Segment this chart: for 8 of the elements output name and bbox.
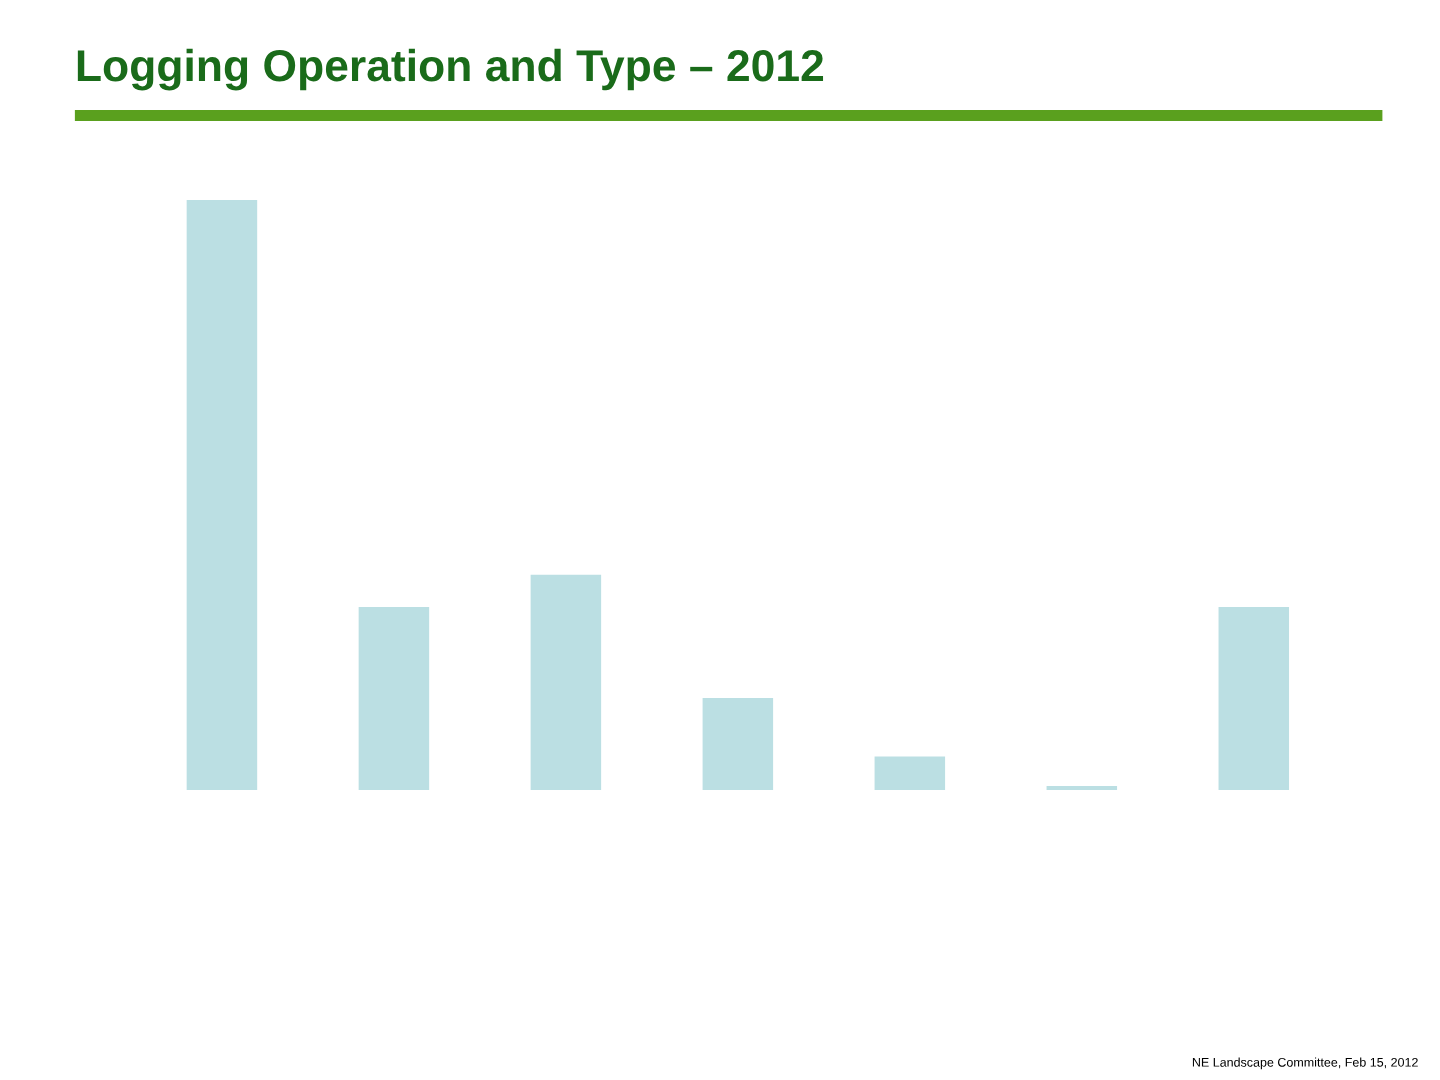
bar	[186, 200, 258, 791]
bar	[1046, 785, 1118, 791]
bar	[530, 574, 602, 791]
bar	[702, 697, 774, 791]
chart-title: Logging Operation and Type – 2012	[77, 48, 824, 91]
bar	[1218, 607, 1290, 791]
bar	[358, 607, 430, 791]
bar	[874, 756, 946, 791]
